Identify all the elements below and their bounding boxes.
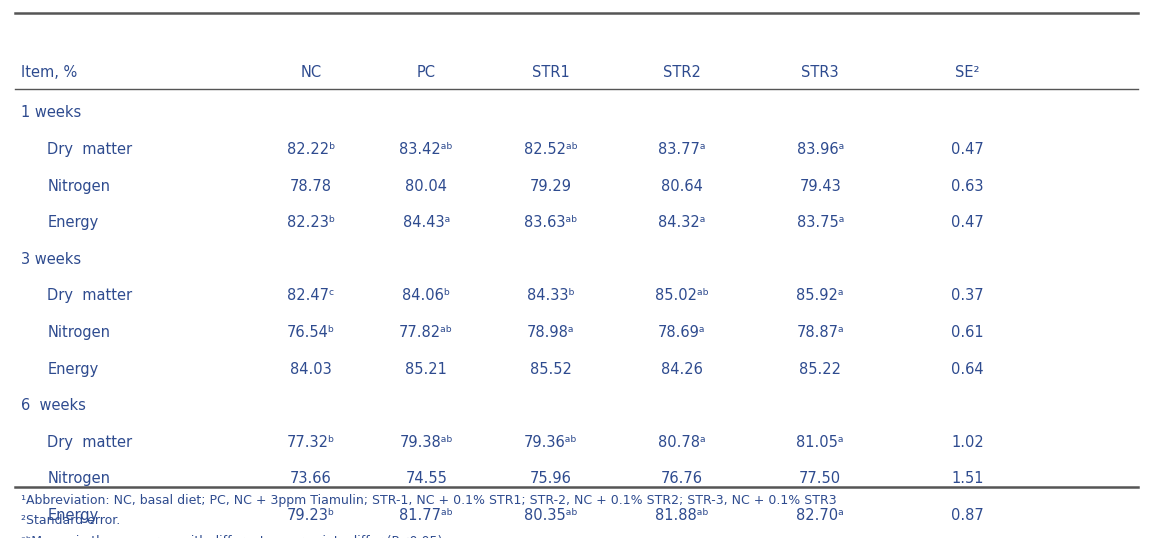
Text: Nitrogen: Nitrogen (47, 471, 111, 486)
Text: NC: NC (301, 65, 321, 80)
Text: 82.70ᵃ: 82.70ᵃ (796, 508, 844, 523)
Text: Item, %: Item, % (21, 65, 77, 80)
Text: STR3: STR3 (802, 65, 839, 80)
Text: 81.05ᵃ: 81.05ᵃ (796, 435, 844, 450)
Text: 83.75ᵃ: 83.75ᵃ (796, 215, 844, 230)
Text: ᵃᵇMeans in the same row with different superscripts differ (P<0.05).: ᵃᵇMeans in the same row with different s… (21, 535, 446, 538)
Text: 84.26: 84.26 (661, 362, 703, 377)
Text: Nitrogen: Nitrogen (47, 179, 111, 194)
Text: 80.35ᵃᵇ: 80.35ᵃᵇ (524, 508, 577, 523)
Text: 81.88ᵃᵇ: 81.88ᵃᵇ (655, 508, 708, 523)
Text: 78.87ᵃ: 78.87ᵃ (796, 325, 844, 340)
Text: 77.50: 77.50 (799, 471, 841, 486)
Text: 79.36ᵃᵇ: 79.36ᵃᵇ (524, 435, 577, 450)
Text: Dry  matter: Dry matter (47, 435, 132, 450)
Text: Energy: Energy (47, 215, 98, 230)
Text: STR2: STR2 (664, 65, 700, 80)
Text: 79.43: 79.43 (799, 179, 841, 194)
Text: 6  weeks: 6 weeks (21, 398, 85, 413)
Text: 0.63: 0.63 (952, 179, 984, 194)
Text: 78.69ᵃ: 78.69ᵃ (658, 325, 706, 340)
Text: 1.02: 1.02 (952, 435, 984, 450)
Text: 0.61: 0.61 (952, 325, 984, 340)
Text: 75.96: 75.96 (530, 471, 571, 486)
Text: 3 weeks: 3 weeks (21, 252, 81, 267)
Text: 83.63ᵃᵇ: 83.63ᵃᵇ (524, 215, 577, 230)
Text: 82.47ᶜ: 82.47ᶜ (287, 288, 335, 303)
Text: 85.52: 85.52 (530, 362, 571, 377)
Text: 73.66: 73.66 (290, 471, 332, 486)
Text: 82.22ᵇ: 82.22ᵇ (287, 142, 335, 157)
Text: 83.96ᵃ: 83.96ᵃ (796, 142, 844, 157)
Text: 74.55: 74.55 (406, 471, 447, 486)
Text: 78.98ᵃ: 78.98ᵃ (526, 325, 575, 340)
Text: 1.51: 1.51 (952, 471, 984, 486)
Text: Dry  matter: Dry matter (47, 288, 132, 303)
Text: 83.42ᵃᵇ: 83.42ᵃᵇ (400, 142, 453, 157)
Text: 0.64: 0.64 (952, 362, 984, 377)
Text: 80.78ᵃ: 80.78ᵃ (658, 435, 706, 450)
Text: 84.33ᵇ: 84.33ᵇ (526, 288, 575, 303)
Text: Energy: Energy (47, 362, 98, 377)
Text: 84.32ᵃ: 84.32ᵃ (658, 215, 706, 230)
Text: 77.32ᵇ: 77.32ᵇ (287, 435, 335, 450)
Text: 85.21: 85.21 (406, 362, 447, 377)
Text: 0.37: 0.37 (952, 288, 984, 303)
Text: 80.04: 80.04 (406, 179, 447, 194)
Text: Dry  matter: Dry matter (47, 142, 132, 157)
Text: PC: PC (417, 65, 435, 80)
Text: Energy: Energy (47, 508, 98, 523)
Text: Nitrogen: Nitrogen (47, 325, 111, 340)
Text: 76.76: 76.76 (661, 471, 703, 486)
Text: 84.03: 84.03 (290, 362, 332, 377)
Text: 77.82ᵃᵇ: 77.82ᵃᵇ (400, 325, 453, 340)
Text: 79.29: 79.29 (530, 179, 571, 194)
Text: 0.47: 0.47 (952, 142, 984, 157)
Text: 84.06ᵇ: 84.06ᵇ (402, 288, 450, 303)
Text: 79.23ᵇ: 79.23ᵇ (287, 508, 335, 523)
Text: 76.54ᵇ: 76.54ᵇ (287, 325, 335, 340)
Text: 0.87: 0.87 (952, 508, 984, 523)
Text: STR1: STR1 (532, 65, 569, 80)
Text: 81.77ᵃᵇ: 81.77ᵃᵇ (400, 508, 453, 523)
Text: 79.38ᵃᵇ: 79.38ᵃᵇ (400, 435, 453, 450)
Text: 85.02ᵃᵇ: 85.02ᵃᵇ (655, 288, 708, 303)
Text: 82.23ᵇ: 82.23ᵇ (287, 215, 335, 230)
Text: SE²: SE² (955, 65, 980, 80)
Text: 0.47: 0.47 (952, 215, 984, 230)
Text: 84.43ᵃ: 84.43ᵃ (402, 215, 450, 230)
Text: 82.52ᵃᵇ: 82.52ᵃᵇ (524, 142, 577, 157)
Text: 78.78: 78.78 (290, 179, 332, 194)
Text: 83.77ᵃ: 83.77ᵃ (658, 142, 706, 157)
Text: 80.64: 80.64 (661, 179, 703, 194)
Text: 85.22: 85.22 (799, 362, 841, 377)
Text: ²Standard error.: ²Standard error. (21, 514, 120, 527)
Text: 1 weeks: 1 weeks (21, 105, 81, 121)
Text: ¹Abbreviation: NC, basal diet; PC, NC + 3ppm Tiamulin; STR-1, NC + 0.1% STR1; ST: ¹Abbreviation: NC, basal diet; PC, NC + … (21, 494, 836, 507)
Text: 85.92ᵃ: 85.92ᵃ (796, 288, 844, 303)
